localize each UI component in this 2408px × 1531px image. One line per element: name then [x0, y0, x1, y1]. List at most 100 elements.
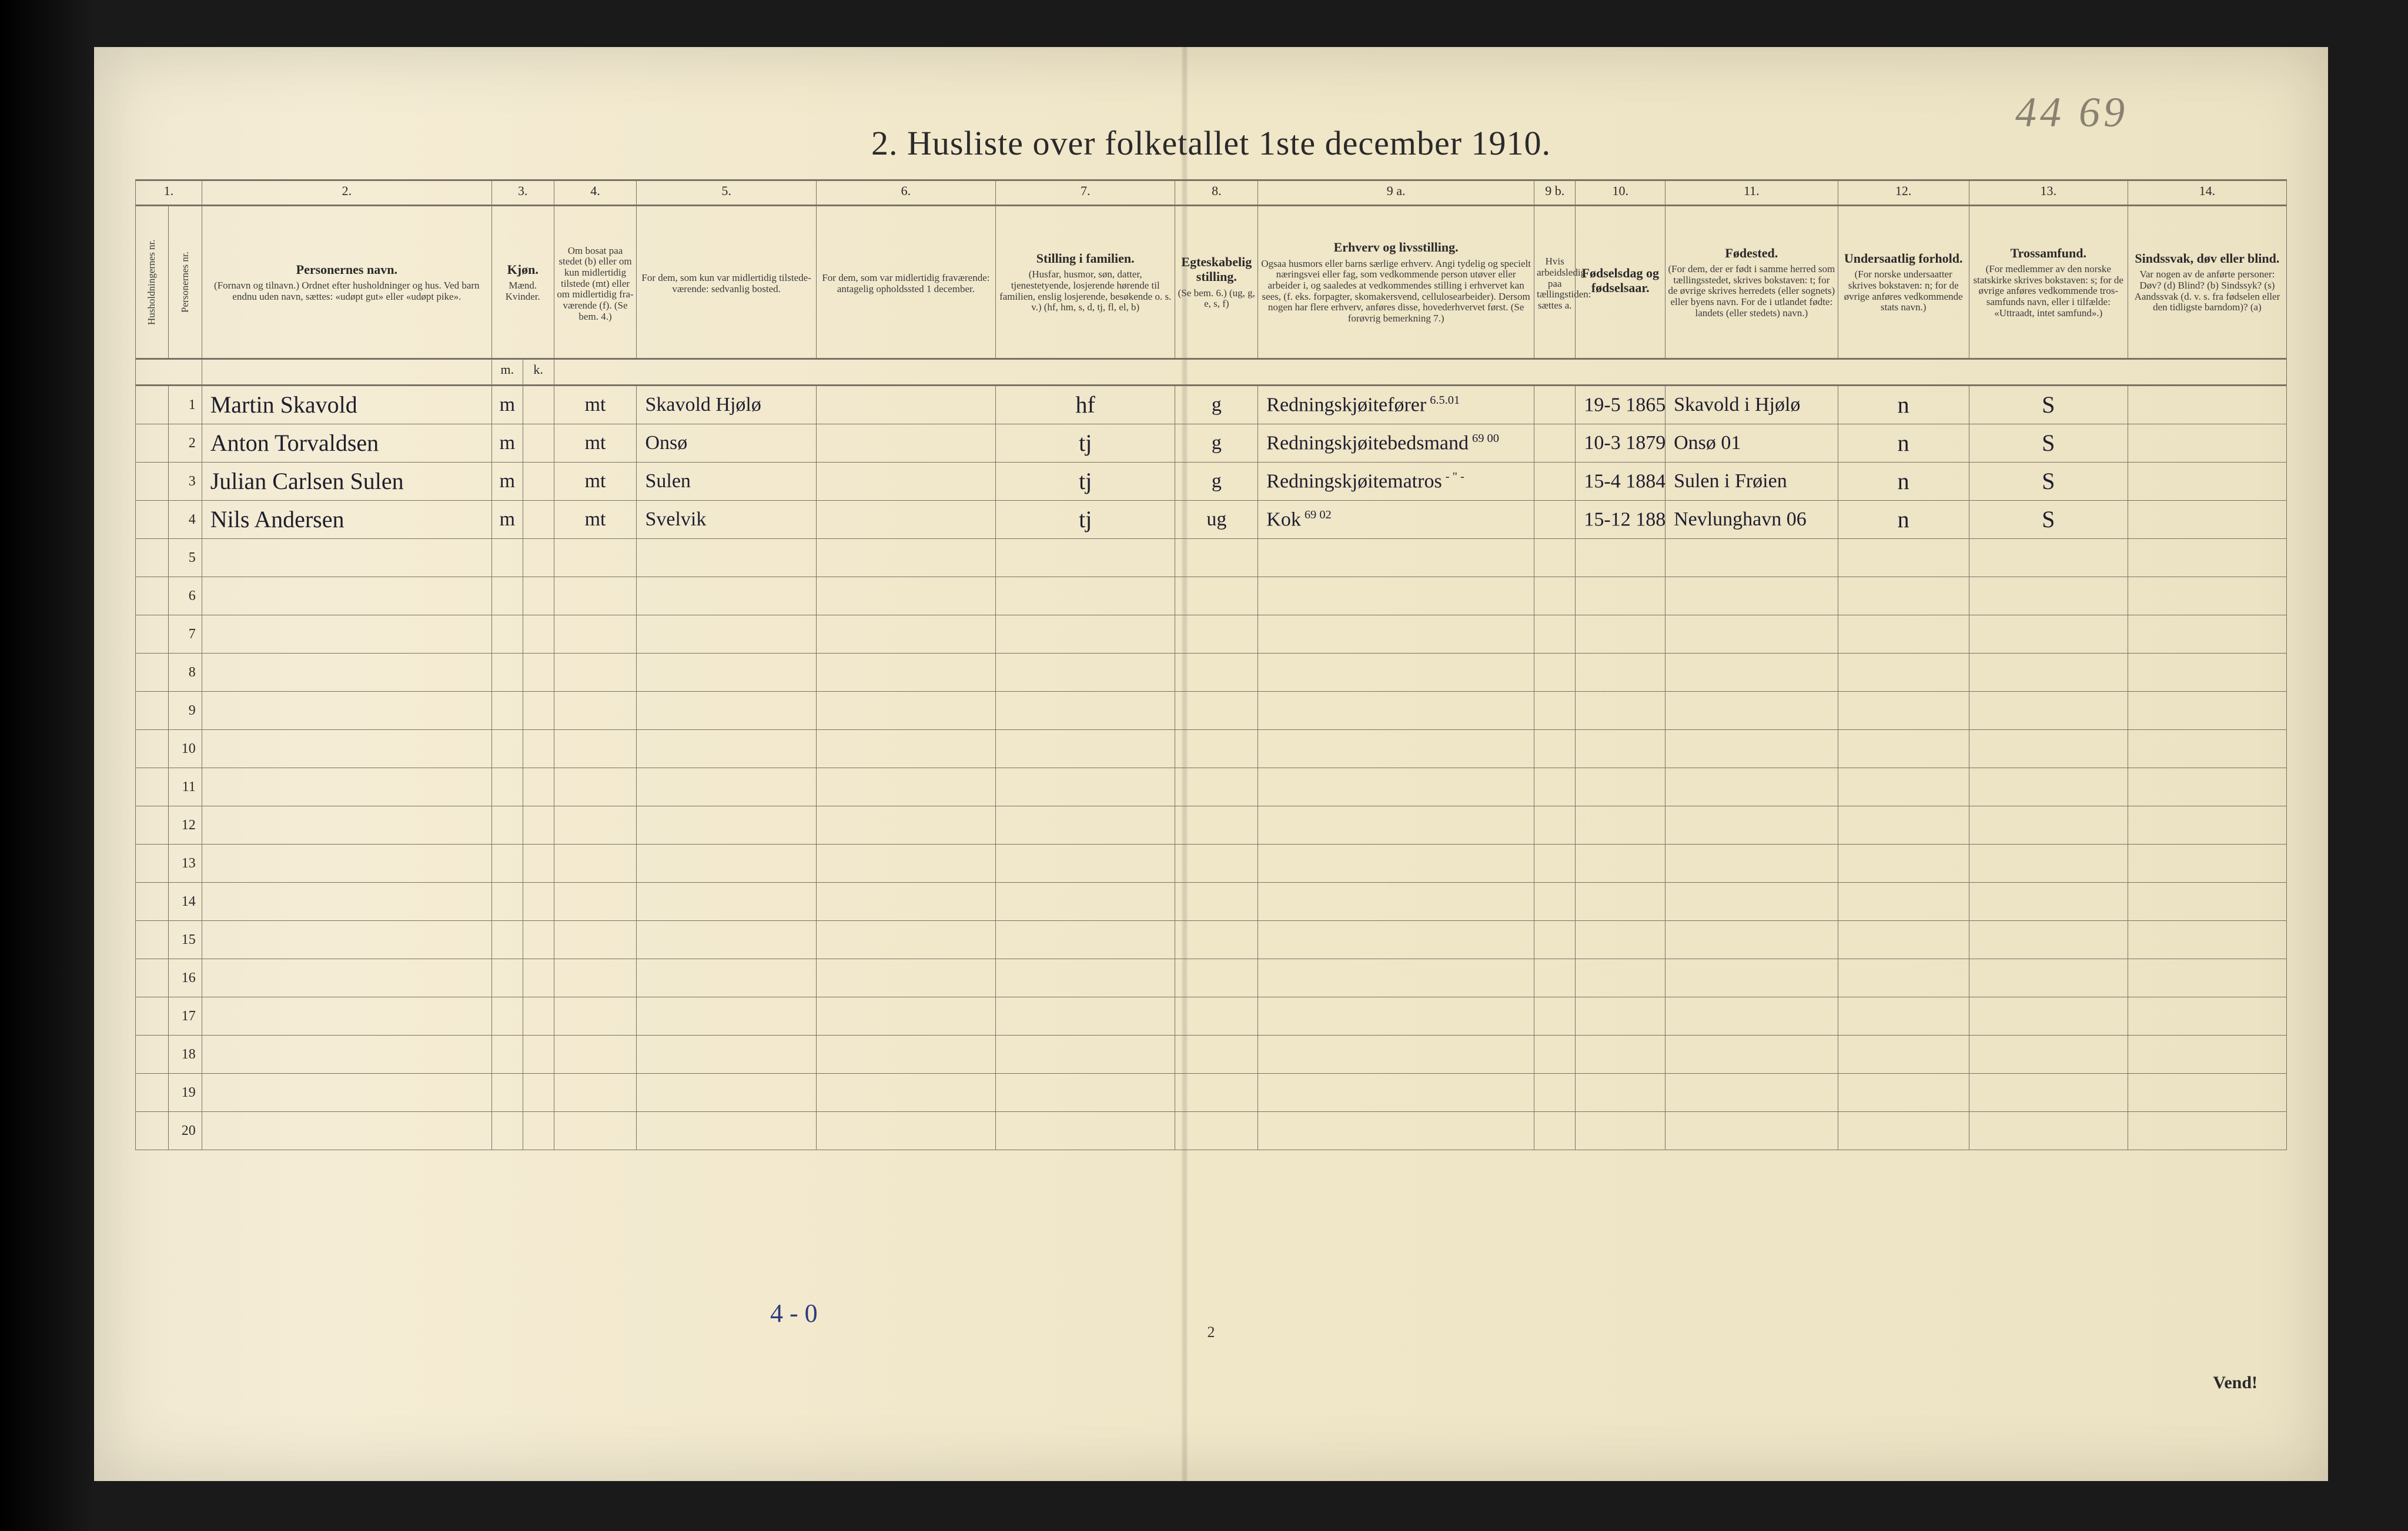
table-cell — [816, 692, 995, 730]
table-cell — [816, 654, 995, 692]
table-cell — [2128, 463, 2286, 501]
colheader-main: Undersaatlig forhold. — [1841, 251, 1966, 266]
table-cell: Onsø — [637, 424, 816, 463]
colnum-10: 9 b. — [1534, 180, 1575, 206]
table-cell — [1665, 539, 1838, 577]
table-cell — [554, 806, 637, 845]
household-nr-cell — [136, 463, 169, 501]
household-nr-cell — [136, 845, 169, 883]
table-cell — [1534, 883, 1575, 921]
table-cell — [1838, 615, 1969, 654]
table-cell — [1534, 1074, 1575, 1112]
table-cell — [816, 997, 995, 1036]
colheader-sub: For dem, som kun var midlertidig tilsted… — [639, 273, 813, 294]
table-cell — [202, 845, 491, 883]
table-cell: 19-5 186517 — [1576, 386, 1665, 424]
document-page: 44 69 2. Husliste over folketallet 1ste … — [94, 47, 2328, 1481]
table-cell — [816, 959, 995, 997]
table-cell — [637, 959, 816, 997]
table-row: 13 — [136, 845, 2287, 883]
table-cell — [202, 577, 491, 615]
table-row: 11 — [136, 768, 2287, 806]
table-cell — [202, 1074, 491, 1112]
table-cell — [816, 501, 995, 539]
table-cell: Kok69 02 — [1258, 501, 1534, 539]
table-cell — [523, 615, 554, 654]
table-cell — [491, 1074, 523, 1112]
household-nr-cell — [136, 692, 169, 730]
table-body: 1Martin SkavoldmmtSkavold HjøløhfgRednin… — [136, 386, 2287, 1150]
colheader-sub: Mænd. Kvinder. — [494, 280, 551, 302]
table-cell — [1969, 845, 2128, 883]
table-cell — [554, 997, 637, 1036]
table-cell — [1175, 883, 1258, 921]
table-cell — [1838, 692, 1969, 730]
colnum-2: 2. — [202, 180, 491, 206]
table-cell — [1838, 730, 1969, 768]
table-cell — [996, 692, 1175, 730]
colheader-13: Undersaatlig forhold.(For norske under­s… — [1838, 206, 1969, 359]
table-cell — [1175, 1036, 1258, 1074]
table-cell — [491, 768, 523, 806]
table-cell — [1576, 959, 1665, 997]
table-cell — [1534, 997, 1575, 1036]
table-cell — [523, 539, 554, 577]
table-cell — [1175, 730, 1258, 768]
table-cell — [637, 883, 816, 921]
table-cell — [1175, 806, 1258, 845]
table-cell — [523, 883, 554, 921]
vend-instruction: Vend! — [2213, 1373, 2258, 1393]
table-cell: Redningskjøitebedsmand69 00 — [1258, 424, 1534, 463]
table-row: 3Julian Carlsen SulenmmtSulentjgRednings… — [136, 463, 2287, 501]
table-cell — [1258, 692, 1534, 730]
table-cell — [996, 1036, 1175, 1074]
person-nr-cell: 14 — [169, 883, 202, 921]
table-cell — [554, 577, 637, 615]
colheader-10: Hvis arbeidsledig paa tællingstiden: sæt… — [1534, 206, 1575, 359]
table-cell — [2128, 386, 2286, 424]
table-cell — [2128, 959, 2286, 997]
table-cell — [816, 1036, 995, 1074]
colheader-sub: (For dem, der er født i samme herred som… — [1668, 264, 1835, 319]
household-nr-cell — [136, 501, 169, 539]
table-cell — [996, 921, 1175, 959]
table-cell: mt — [554, 463, 637, 501]
table-cell — [1258, 1074, 1534, 1112]
table-cell: n — [1838, 386, 1969, 424]
table-row: 14 — [136, 883, 2287, 921]
colheader-sub: Var nogen av de anførte personer: Døv? (… — [2131, 269, 2284, 313]
table-cell: S — [1969, 424, 2128, 463]
table-cell — [491, 806, 523, 845]
table-cell — [637, 539, 816, 577]
person-nr-cell: 3 — [169, 463, 202, 501]
colnum-9: 9 a. — [1258, 180, 1534, 206]
table-row: 18 — [136, 1036, 2287, 1074]
table-cell — [1534, 806, 1575, 845]
table-cell — [996, 997, 1175, 1036]
person-nr-cell: 17 — [169, 997, 202, 1036]
table-cell — [1665, 997, 1838, 1036]
table-cell: Redningskjøitematros- " - — [1258, 463, 1534, 501]
table-cell — [2128, 1074, 2286, 1112]
table-cell — [1576, 615, 1665, 654]
household-nr-cell — [136, 654, 169, 692]
table-cell — [1258, 1112, 1534, 1150]
colheader-5: For dem, som kun var midlertidig tilsted… — [637, 206, 816, 359]
person-nr-cell: 11 — [169, 768, 202, 806]
table-cell — [1258, 654, 1534, 692]
table-cell — [1665, 768, 1838, 806]
table-cell — [523, 501, 554, 539]
table-cell — [1969, 692, 2128, 730]
table-cell — [491, 921, 523, 959]
table-cell — [1576, 997, 1665, 1036]
household-nr-cell — [136, 1036, 169, 1074]
table-cell: mt — [554, 424, 637, 463]
table-cell — [2128, 654, 2286, 692]
table-cell — [1534, 959, 1575, 997]
table-cell — [1838, 806, 1969, 845]
colnum-13: 12. — [1838, 180, 1969, 206]
table-cell — [1175, 692, 1258, 730]
page-title: 2. Husliste over folketallet 1ste decemb… — [94, 123, 2328, 163]
table-cell — [202, 883, 491, 921]
person-nr-cell: 5 — [169, 539, 202, 577]
